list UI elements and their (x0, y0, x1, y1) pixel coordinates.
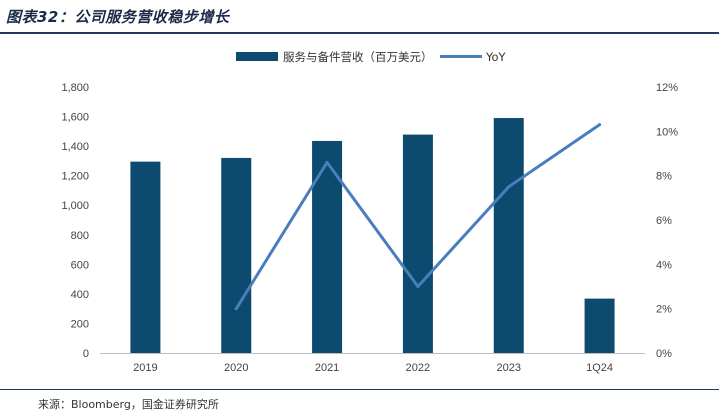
title-underline (0, 32, 719, 34)
bar (493, 118, 524, 354)
bar (402, 134, 433, 353)
legend-swatch-bar (236, 52, 278, 61)
y-left-tick-label: 0 (83, 348, 89, 360)
footer-rule (0, 389, 719, 390)
bar (130, 161, 161, 353)
y-right-tick-label: 0% (656, 348, 672, 360)
bar (221, 157, 252, 353)
x-tick-label: 2019 (133, 362, 157, 374)
bar (584, 298, 615, 353)
x-tick-label: 2023 (497, 362, 521, 374)
legend-label-bar: 服务与备件营收（百万美元） (283, 50, 433, 64)
yoy-point (234, 307, 238, 311)
yoy-point (598, 123, 602, 127)
x-tick-label: 2022 (406, 362, 430, 374)
figure-title: 图表32：公司服务营收稳步增长 (6, 8, 230, 26)
y-right-tick-label: 6% (656, 215, 672, 227)
y-right-tick-label: 8% (656, 171, 672, 183)
source-note: 来源：Bloomberg，国金证券研究所 (38, 398, 219, 411)
y-left-tick-label: 1,400 (61, 141, 89, 153)
yoy-point (416, 285, 420, 288)
yoy-point (325, 160, 329, 164)
x-tick-label: 2020 (224, 362, 248, 374)
y-left-tick-label: 800 (71, 230, 89, 242)
legend-label-line: YoY (485, 50, 507, 64)
y-right-tick-label: 10% (656, 126, 678, 138)
y-right-tick-label: 12% (656, 82, 678, 94)
x-tick-label: 2021 (315, 362, 339, 374)
y-right-tick-label: 4% (656, 259, 672, 271)
x-tick-label: 1Q24 (586, 362, 613, 374)
y-left-tick-label: 1,800 (61, 82, 89, 94)
bar (312, 140, 343, 353)
y-right-tick-label: 2% (656, 304, 672, 316)
y-left-tick-label: 1,200 (61, 171, 89, 183)
y-left-tick-label: 400 (71, 289, 89, 301)
y-left-tick-label: 1,600 (61, 112, 89, 124)
y-left-tick-label: 1,000 (61, 200, 89, 212)
y-left-tick-label: 600 (71, 259, 89, 271)
yoy-point (507, 185, 511, 189)
y-left-tick-label: 200 (71, 318, 89, 330)
